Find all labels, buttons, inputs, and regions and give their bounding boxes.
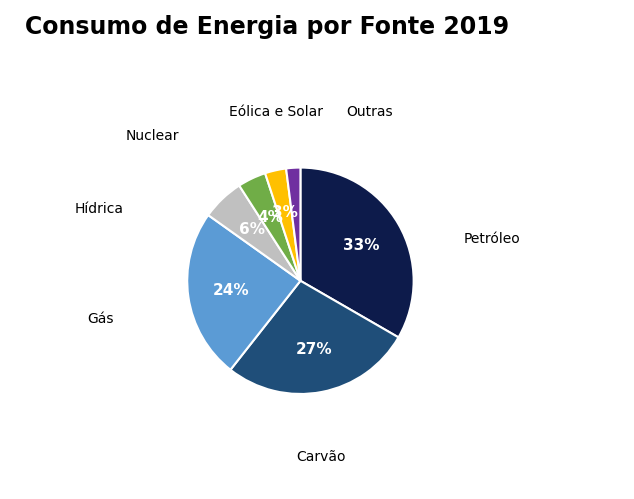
- Wedge shape: [239, 173, 301, 281]
- Wedge shape: [208, 186, 301, 281]
- Text: Nuclear: Nuclear: [126, 129, 179, 143]
- Wedge shape: [286, 168, 301, 281]
- Text: 24%: 24%: [212, 283, 249, 298]
- Text: 27%: 27%: [295, 342, 332, 357]
- Text: Outras: Outras: [346, 105, 393, 119]
- Wedge shape: [301, 168, 413, 337]
- Text: Hídrica: Hídrica: [75, 202, 124, 216]
- Text: Gás: Gás: [87, 312, 114, 326]
- Text: 3%: 3%: [272, 205, 298, 220]
- Text: 33%: 33%: [343, 238, 380, 253]
- Text: Petróleo: Petróleo: [463, 233, 520, 247]
- Text: 6%: 6%: [239, 223, 265, 238]
- Text: Consumo de Energia por Fonte 2019: Consumo de Energia por Fonte 2019: [25, 15, 510, 39]
- Text: 4%: 4%: [257, 210, 283, 225]
- Wedge shape: [187, 215, 301, 370]
- Text: Carvão: Carvão: [296, 451, 346, 465]
- Wedge shape: [230, 281, 399, 394]
- Wedge shape: [265, 169, 301, 281]
- Text: Eólica e Solar: Eólica e Solar: [229, 105, 323, 119]
